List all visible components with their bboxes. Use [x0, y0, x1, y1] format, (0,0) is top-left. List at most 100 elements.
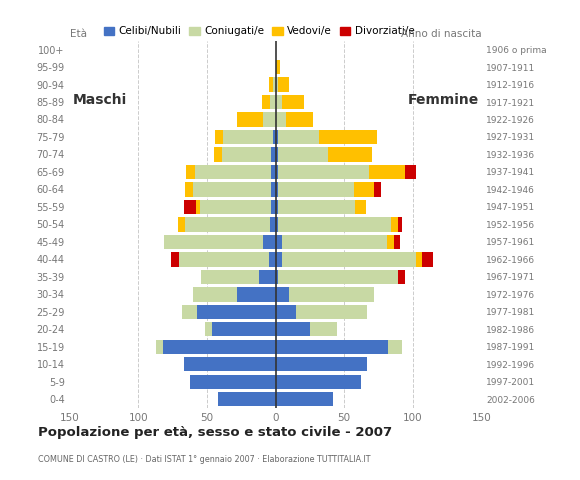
Bar: [276, 95, 282, 109]
Bar: [185, 182, 193, 197]
Bar: [398, 217, 402, 231]
Bar: [271, 165, 275, 179]
Bar: [287, 112, 313, 127]
Bar: [197, 305, 276, 319]
Bar: [215, 130, 223, 144]
Bar: [201, 270, 259, 284]
Bar: [193, 287, 237, 301]
Bar: [214, 147, 222, 162]
Bar: [394, 235, 400, 249]
Bar: [388, 340, 402, 354]
Bar: [183, 357, 276, 372]
Bar: [369, 165, 404, 179]
Bar: [196, 200, 200, 214]
Bar: [374, 182, 381, 197]
Bar: [222, 147, 271, 162]
Bar: [194, 165, 271, 179]
Bar: [237, 112, 263, 127]
Bar: [296, 305, 368, 319]
Bar: [354, 182, 374, 197]
Bar: [276, 322, 310, 336]
Bar: [282, 252, 415, 266]
Bar: [271, 200, 275, 214]
Text: Femmine: Femmine: [407, 93, 478, 107]
Bar: [278, 217, 391, 231]
Bar: [278, 130, 320, 144]
Bar: [278, 165, 369, 179]
Bar: [276, 305, 296, 319]
Bar: [271, 147, 275, 162]
Bar: [185, 217, 270, 231]
Bar: [276, 77, 278, 92]
Bar: [355, 200, 366, 214]
Bar: [171, 252, 179, 266]
Bar: [156, 340, 163, 354]
Bar: [278, 200, 355, 214]
Bar: [200, 200, 271, 214]
Bar: [273, 130, 275, 144]
Bar: [271, 182, 275, 197]
Text: Maschi: Maschi: [72, 93, 126, 107]
Bar: [263, 235, 276, 249]
Bar: [398, 270, 404, 284]
Bar: [259, 270, 276, 284]
Bar: [262, 95, 270, 109]
Bar: [276, 252, 282, 266]
Text: Età: Età: [70, 29, 86, 39]
Bar: [276, 112, 287, 127]
Legend: Celibi/Nubili, Coniugati/e, Vedovi/e, Divorziati/e: Celibi/Nubili, Coniugati/e, Vedovi/e, Di…: [100, 22, 419, 40]
Bar: [289, 287, 374, 301]
Bar: [205, 322, 212, 336]
Bar: [278, 77, 289, 92]
Bar: [276, 60, 280, 74]
Text: COMUNE DI CASTRO (LE) · Dati ISTAT 1° gennaio 2007 · Elaborazione TUTTITALIA.IT: COMUNE DI CASTRO (LE) · Dati ISTAT 1° ge…: [38, 455, 370, 464]
Bar: [276, 182, 278, 197]
Bar: [282, 235, 387, 249]
Bar: [276, 235, 282, 249]
Bar: [404, 165, 415, 179]
Bar: [276, 200, 278, 214]
Bar: [276, 340, 388, 354]
Bar: [391, 217, 398, 231]
Bar: [273, 77, 275, 92]
Bar: [276, 130, 278, 144]
Bar: [269, 77, 273, 92]
Bar: [163, 340, 276, 354]
Bar: [190, 374, 276, 389]
Bar: [223, 130, 273, 144]
Bar: [164, 235, 263, 249]
Bar: [387, 235, 394, 249]
Bar: [263, 112, 276, 127]
Bar: [270, 217, 276, 231]
Bar: [282, 95, 304, 109]
Bar: [276, 287, 289, 301]
Bar: [276, 270, 278, 284]
Bar: [178, 217, 185, 231]
Bar: [278, 182, 354, 197]
Bar: [415, 252, 422, 266]
Bar: [212, 322, 276, 336]
Bar: [276, 165, 278, 179]
Bar: [320, 130, 377, 144]
Bar: [328, 147, 372, 162]
Bar: [276, 374, 361, 389]
Bar: [310, 322, 337, 336]
Bar: [218, 392, 276, 407]
Bar: [270, 95, 276, 109]
Bar: [276, 357, 368, 372]
Bar: [276, 147, 278, 162]
Bar: [276, 217, 278, 231]
Bar: [179, 252, 269, 266]
Bar: [182, 305, 197, 319]
Text: Anno di nascita: Anno di nascita: [401, 29, 481, 39]
Bar: [422, 252, 433, 266]
Bar: [278, 147, 328, 162]
Bar: [186, 165, 194, 179]
Bar: [237, 287, 276, 301]
Bar: [193, 182, 271, 197]
Bar: [278, 270, 398, 284]
Bar: [183, 200, 196, 214]
Bar: [269, 252, 276, 266]
Bar: [276, 392, 333, 407]
Text: Popolazione per età, sesso e stato civile - 2007: Popolazione per età, sesso e stato civil…: [38, 426, 392, 439]
